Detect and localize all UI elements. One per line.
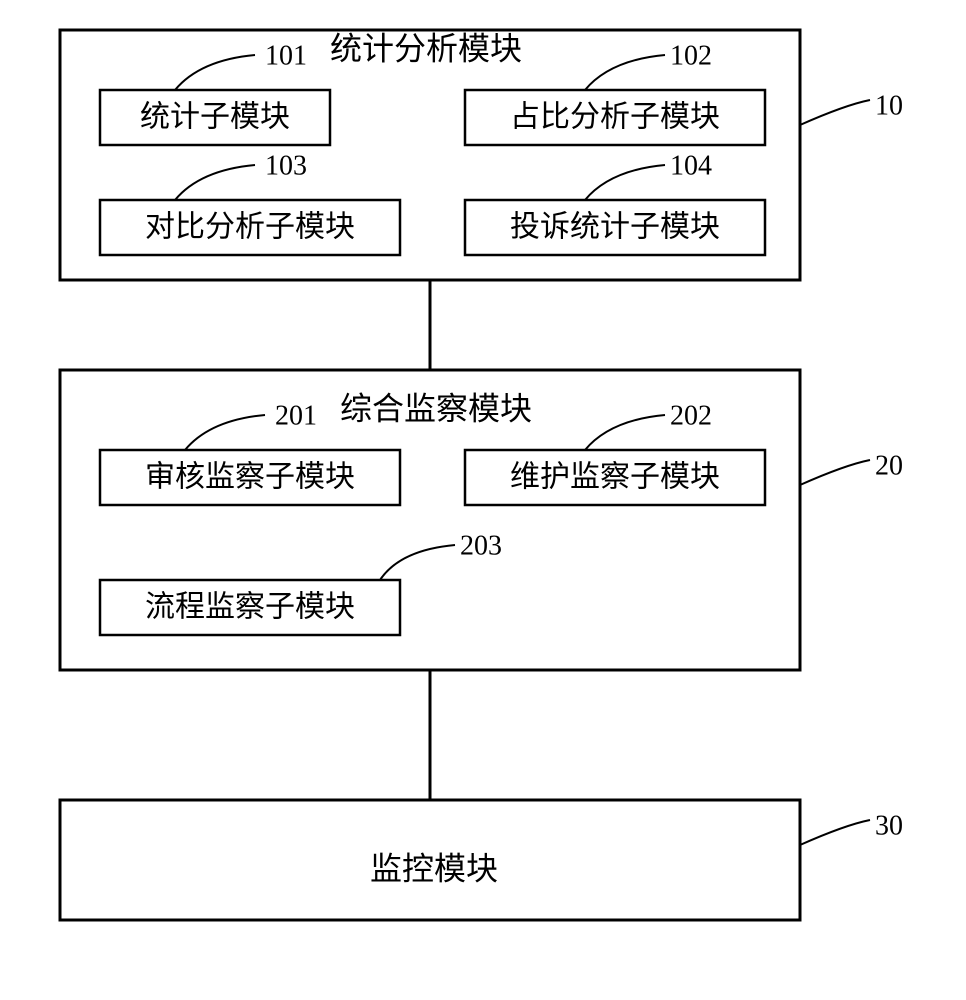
svg-text:202: 202 [670,400,712,431]
svg-text:对比分析子模块: 对比分析子模块 [145,210,355,243]
svg-text:203: 203 [460,530,502,561]
svg-text:统计子模块: 统计子模块 [140,100,290,133]
svg-text:流程监察子模块: 流程监察子模块 [145,590,355,623]
svg-text:30: 30 [875,810,903,841]
svg-text:104: 104 [670,150,712,181]
svg-text:201: 201 [275,400,317,431]
module-diagram: 统计分析模块 10 统计子模块 101 占比分析子模块 102 对比分析子模块 103 投诉统计… [0,0,966,1000]
svg-text:统计分析模块: 统计分析模块 [330,30,522,66]
svg-text:审核监察子模块: 审核监察子模块 [145,460,355,493]
svg-text:维护监察子模块: 维护监察子模块 [510,460,720,493]
svg-text:101: 101 [265,40,307,71]
svg-text:投诉统计子模块: 投诉统计子模块 [510,210,720,243]
svg-text:10: 10 [875,90,903,121]
svg-text:102: 102 [670,40,712,71]
svg-text:监控模块: 监控模块 [370,850,498,886]
svg-text:20: 20 [875,450,903,481]
svg-text:综合监察模块: 综合监察模块 [340,390,532,426]
svg-text:103: 103 [265,150,307,181]
svg-text:占比分析子模块: 占比分析子模块 [510,100,720,133]
